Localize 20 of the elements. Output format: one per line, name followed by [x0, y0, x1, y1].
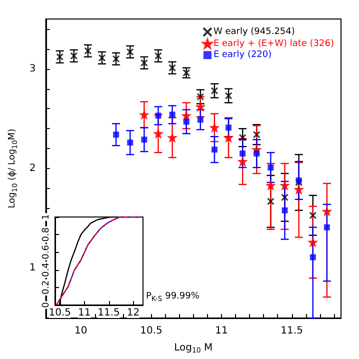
- legend-label: E early (220): [213, 50, 272, 60]
- legend-label: E early + (E+W) late (326): [213, 38, 334, 49]
- y-tick-label: 2: [29, 163, 36, 174]
- x-tick-label: 10: [74, 326, 88, 336]
- y-tick-label: 1: [29, 262, 36, 274]
- y-tick-label: 0.6: [42, 244, 52, 260]
- x-tick-label: 10.5: [140, 326, 162, 336]
- y-tick-label: 0.8: [42, 227, 52, 242]
- y-tick-label: 1: [42, 214, 52, 220]
- y-tick-label: 3: [29, 63, 36, 74]
- y-tick-label: 0: [42, 302, 52, 308]
- x-tick-label: 11: [215, 326, 228, 336]
- x-tick-label: 12: [126, 308, 140, 318]
- x-tick-label: 11: [78, 308, 91, 318]
- y-tick-label: 0.2: [42, 280, 52, 295]
- x-tick-label: 10.5: [48, 308, 72, 318]
- x-tick-label: 11.5: [98, 308, 120, 318]
- legend-label: W early (945.254): [213, 27, 295, 37]
- x-tick-label: 11.5: [280, 326, 303, 336]
- y-tick-label: 0.4: [42, 262, 52, 277]
